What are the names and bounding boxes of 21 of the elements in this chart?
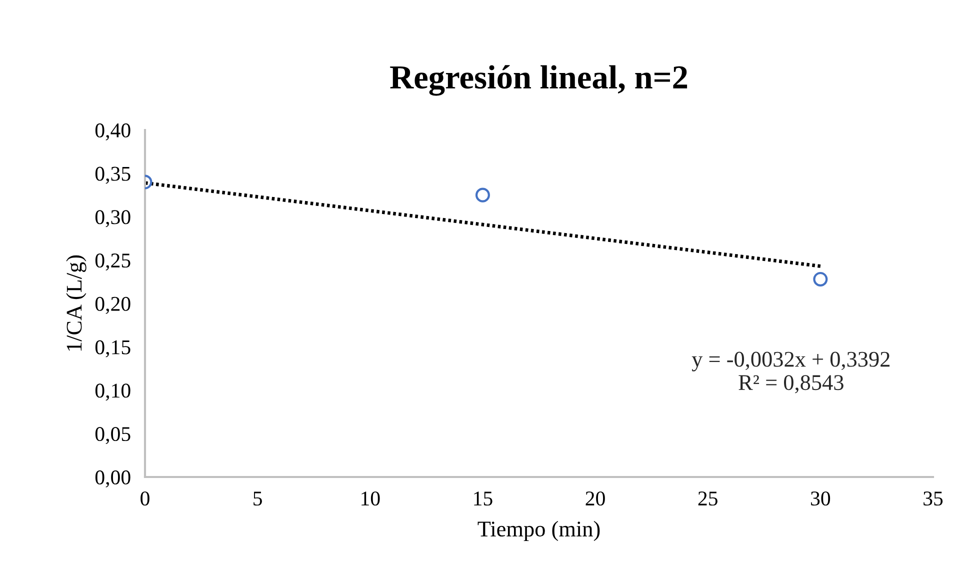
x-tick-label: 0: [140, 491, 150, 506]
x-tick-label: 35: [924, 492, 943, 506]
y-tick-label: 0,30: [95, 210, 130, 228]
x-tick-label: 25: [698, 492, 718, 506]
y-tick-label: 0,35: [95, 166, 130, 184]
y-tick-label: 0,10: [95, 384, 130, 401]
y-axis-title: 1/CA (L/g): [66, 255, 86, 351]
y-tick-label: 0,20: [95, 296, 130, 314]
x-tick-label: 15: [474, 492, 492, 506]
chart-title: Regresión lineal, n=2: [390, 65, 688, 96]
y-tick-label: 0,40: [95, 123, 130, 140]
y-tick-label: 0,25: [95, 254, 130, 271]
y-tick-label: 0,00: [95, 470, 130, 488]
x-tick-label: 20: [586, 491, 605, 506]
x-axis-title: Tiempo (min): [478, 520, 600, 542]
x-tick-label: 10: [362, 491, 380, 506]
x-tick-label: 5: [254, 492, 262, 506]
x-tick-label: 30: [811, 491, 830, 506]
y-tick-label: 0,05: [95, 427, 130, 444]
y-tick-label: 0,15: [95, 340, 130, 358]
annotation: y = -0,0032x + 0,3392 R² = 0,8543: [692, 352, 890, 394]
